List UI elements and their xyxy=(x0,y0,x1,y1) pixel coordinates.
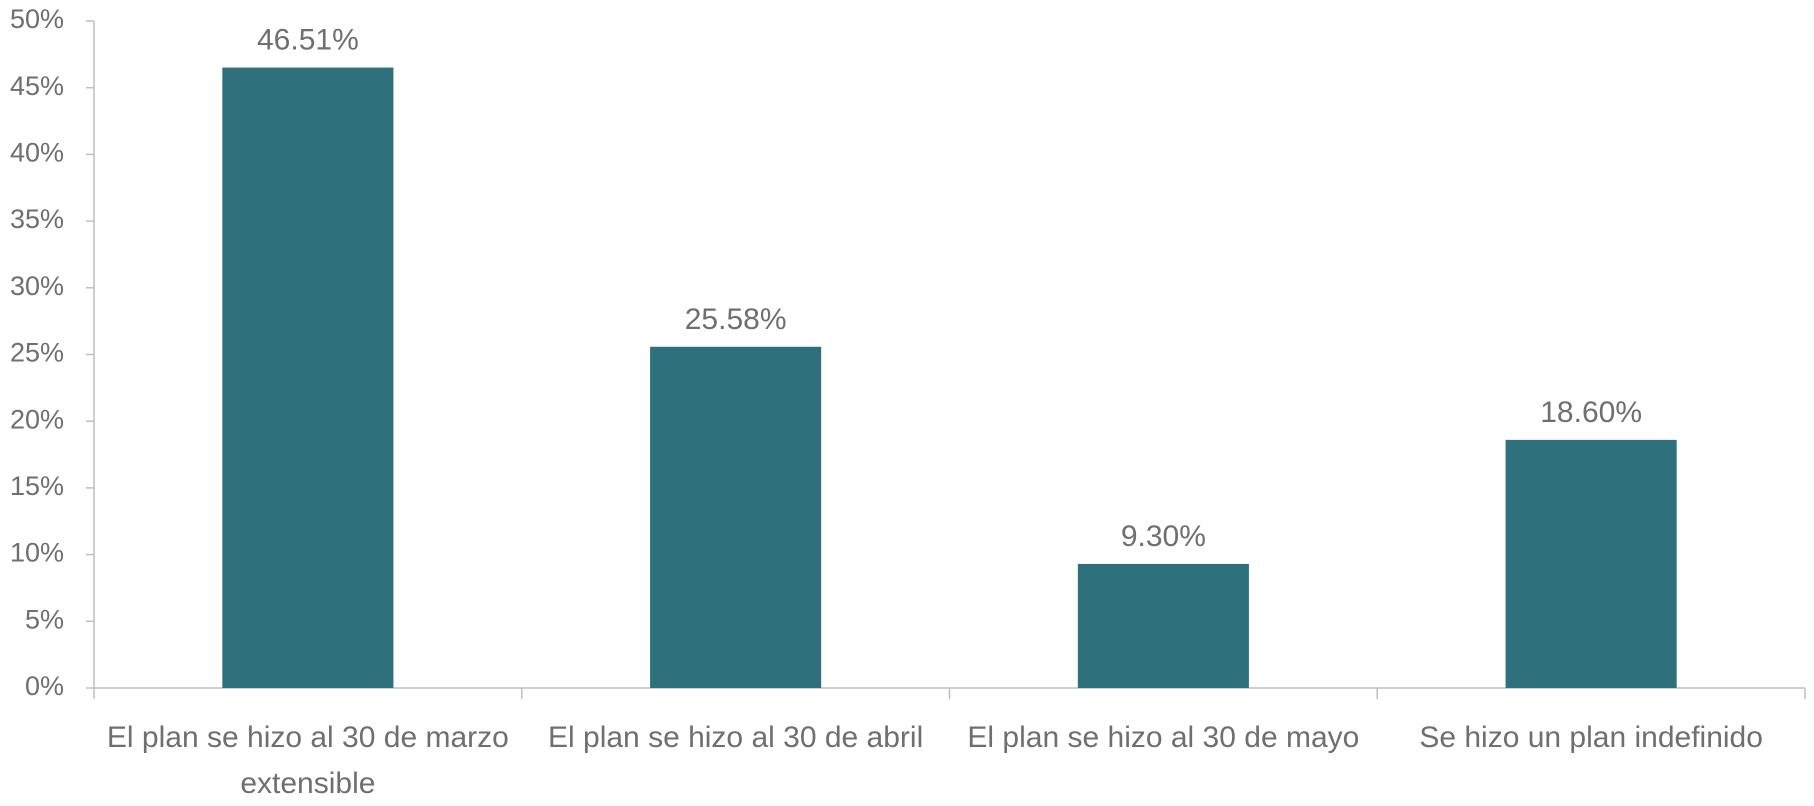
x-tick-label: Se hizo un plan indefinido xyxy=(1419,721,1763,754)
data-label: 46.51% xyxy=(257,24,359,57)
y-tick-label: 0% xyxy=(25,671,64,701)
data-label: 18.60% xyxy=(1540,396,1642,429)
data-label: 25.58% xyxy=(685,303,787,336)
x-tick-label: El plan se hizo al 30 de mayo xyxy=(967,721,1359,754)
x-tick-label: El plan se hizo al 30 de abril xyxy=(548,721,923,754)
y-tick-label: 45% xyxy=(10,71,64,101)
y-tick-label: 15% xyxy=(10,471,64,501)
y-tick-label: 10% xyxy=(10,538,64,568)
bar xyxy=(650,346,822,688)
y-tick-label: 50% xyxy=(10,4,64,34)
bar xyxy=(1505,439,1677,688)
x-tick-label: El plan se hizo al 30 de marzo extensible xyxy=(107,721,509,800)
bar xyxy=(222,67,394,689)
y-tick-label: 25% xyxy=(10,338,64,368)
bar xyxy=(1077,563,1249,688)
y-tick-label: 20% xyxy=(10,404,64,434)
y-tick-label: 5% xyxy=(25,604,64,634)
data-label: 9.30% xyxy=(1121,520,1206,553)
y-tick-label: 30% xyxy=(10,271,64,301)
y-tick-label: 35% xyxy=(10,204,64,234)
y-tick-label: 40% xyxy=(10,138,64,168)
